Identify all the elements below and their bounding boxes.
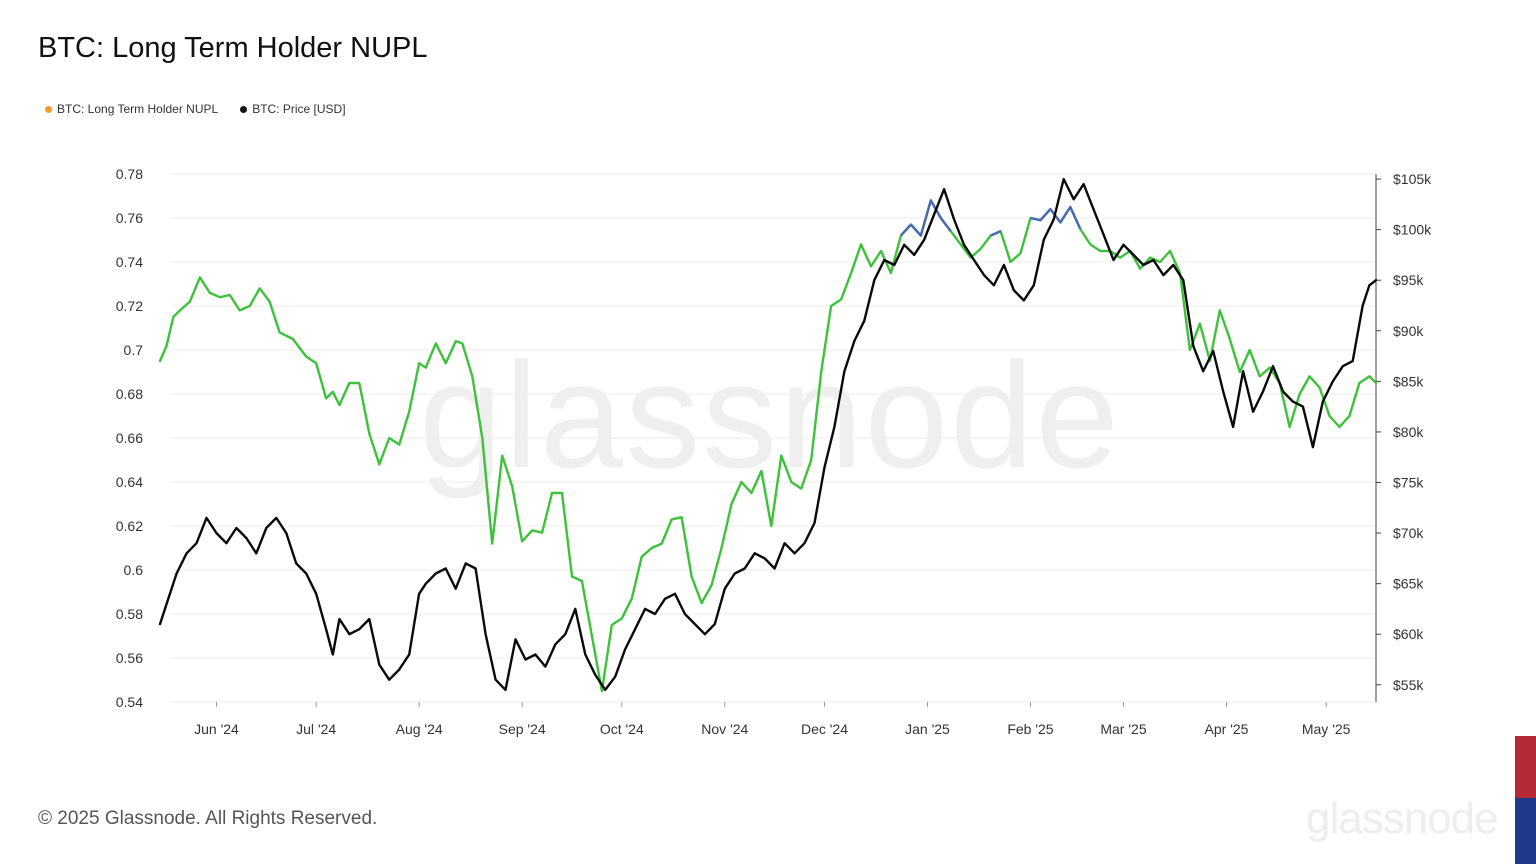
y-right-tick-label: $55k [1393, 677, 1424, 693]
y-left-tick-label: 0.64 [116, 474, 143, 490]
legend: BTC: Long Term Holder NUPL BTC: Price [U… [45, 102, 346, 116]
y-left-tick-label: 0.58 [116, 606, 143, 622]
y-left-tick-label: 0.54 [116, 694, 143, 710]
x-tick-label: Sep '24 [499, 721, 546, 737]
x-tick-label: Mar '25 [1100, 721, 1146, 737]
y-right-tick-label: $105k [1393, 171, 1432, 187]
y-left-tick-label: 0.7 [124, 342, 144, 358]
x-tick-label: Apr '25 [1205, 721, 1249, 737]
series-layer [158, 177, 1378, 693]
grid-layer [172, 173, 1376, 703]
legend-item-price[interactable]: BTC: Price [USD] [240, 102, 346, 116]
y-left-tick-label: 0.68 [116, 386, 143, 402]
y-right-tick-label: $65k [1393, 576, 1424, 592]
x-tick-label: Jul '24 [296, 721, 336, 737]
x-tick-label: Dec '24 [801, 721, 848, 737]
series-line-price [158, 177, 1378, 692]
legend-label-price: BTC: Price [USD] [252, 102, 346, 116]
x-tick-label: Aug '24 [396, 721, 443, 737]
y-left-tick-label: 0.78 [116, 166, 143, 182]
y-left-tick-label: 0.56 [116, 650, 143, 666]
edge-flag-top [1515, 736, 1536, 798]
legend-item-nupl[interactable]: BTC: Long Term Holder NUPL [45, 102, 218, 116]
legend-label-nupl: BTC: Long Term Holder NUPL [57, 102, 219, 116]
x-tick-label: Jun '24 [194, 721, 239, 737]
y-right-tick-label: $85k [1393, 373, 1424, 389]
y-right-tick-label: $70k [1393, 525, 1424, 541]
y-left-tick-label: 0.62 [116, 518, 143, 534]
y-right-tick-label: $90k [1393, 323, 1424, 339]
y-right-tick-label: $95k [1393, 272, 1424, 288]
y-right-tick-label: $60k [1393, 626, 1424, 642]
axis-layer: 0.78 0.76 0.74 0.72 0.7 0.68 0.66 0.64 0.62 0.6 0.… [116, 166, 1432, 737]
y-left-tick-label: 0.74 [116, 254, 143, 270]
x-tick-label: Jan '25 [905, 721, 950, 737]
legend-swatch-price [240, 105, 248, 113]
edge-flag-decoration [1515, 736, 1536, 864]
x-tick-label: May '25 [1302, 721, 1351, 737]
y-right-tick-label: $80k [1393, 424, 1424, 440]
series-line-nupl-peak [990, 230, 1002, 237]
y-right-tick-label: $75k [1393, 475, 1424, 491]
y-left-tick-label: 0.66 [116, 430, 143, 446]
series-line-nupl-peak [900, 199, 952, 237]
series-line-nupl [158, 199, 1378, 693]
y-left-tick-label: 0.76 [116, 210, 143, 226]
legend-swatch-nupl [45, 105, 52, 113]
x-tick-label: Oct '24 [600, 721, 644, 737]
copyright-text: © 2025 Glassnode. All Rights Reserved. [38, 808, 378, 829]
watermark-text: glassnode [419, 331, 1121, 499]
glassnode-logo: glassnode [1306, 794, 1499, 843]
y-right-tick-label: $100k [1393, 222, 1432, 238]
x-tick-label: Feb '25 [1007, 721, 1053, 737]
y-left-tick-label: 0.72 [116, 298, 143, 314]
y-left-tick-label: 0.6 [124, 562, 144, 578]
chart-title: BTC: Long Term Holder NUPL [38, 32, 428, 64]
edge-flag-bottom [1515, 798, 1536, 864]
x-tick-label: Nov '24 [701, 721, 748, 737]
